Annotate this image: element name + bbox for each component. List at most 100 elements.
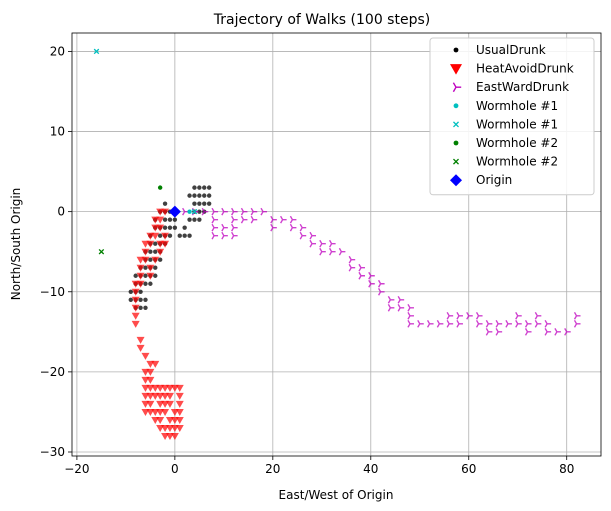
data-point bbox=[153, 249, 158, 254]
data-point bbox=[387, 295, 395, 304]
y-axis-label: North/South Origin bbox=[9, 188, 23, 301]
data-point bbox=[151, 392, 160, 400]
legend-marker bbox=[452, 82, 462, 93]
data-point bbox=[397, 303, 405, 312]
data-point bbox=[407, 303, 414, 312]
data-point bbox=[187, 217, 192, 222]
series-6 bbox=[98, 248, 105, 255]
data-point bbox=[143, 305, 148, 310]
data-point bbox=[153, 273, 158, 278]
data-point bbox=[397, 295, 405, 304]
y-tick-label: −20 bbox=[40, 365, 65, 379]
legend-label: Wormhole #2 bbox=[476, 155, 558, 169]
data-point bbox=[192, 201, 197, 206]
data-point bbox=[131, 304, 140, 312]
data-point bbox=[136, 256, 145, 264]
data-point bbox=[231, 223, 238, 232]
data-point bbox=[161, 232, 170, 240]
data-point bbox=[202, 201, 207, 206]
data-point bbox=[167, 217, 173, 222]
data-point bbox=[231, 207, 238, 216]
data-point bbox=[138, 297, 143, 302]
data-point bbox=[156, 240, 165, 248]
legend-label: Wormhole #2 bbox=[476, 136, 558, 150]
legend-label: Wormhole #1 bbox=[476, 99, 558, 113]
data-point bbox=[485, 319, 493, 328]
data-point bbox=[162, 225, 168, 230]
data-point bbox=[407, 319, 414, 328]
x-tick-label: 40 bbox=[363, 462, 378, 476]
data-point bbox=[141, 376, 150, 384]
data-point bbox=[319, 239, 326, 248]
data-point bbox=[148, 281, 153, 286]
series-7 bbox=[168, 205, 181, 218]
data-point bbox=[197, 193, 202, 198]
data-point bbox=[167, 225, 173, 230]
data-point bbox=[260, 207, 268, 216]
data-point bbox=[151, 360, 160, 368]
data-point bbox=[240, 207, 248, 216]
data-point bbox=[573, 311, 581, 320]
data-point bbox=[157, 257, 163, 262]
data-point bbox=[211, 215, 219, 224]
data-point bbox=[151, 216, 160, 224]
data-point bbox=[156, 424, 165, 432]
data-point bbox=[206, 193, 212, 198]
data-point bbox=[136, 336, 145, 344]
data-point bbox=[146, 272, 155, 280]
data-point bbox=[456, 319, 463, 328]
data-point bbox=[505, 319, 512, 328]
plot-frame bbox=[71, 32, 602, 457]
data-point bbox=[456, 311, 463, 320]
legend-marker bbox=[453, 47, 459, 53]
data-point bbox=[182, 233, 187, 238]
data-point bbox=[554, 327, 561, 336]
data-point bbox=[146, 264, 155, 272]
data-point bbox=[146, 232, 155, 240]
data-point bbox=[211, 231, 219, 240]
legend-marker bbox=[450, 64, 462, 75]
data-point bbox=[211, 207, 219, 216]
data-point bbox=[153, 265, 158, 270]
data-point bbox=[156, 400, 165, 408]
data-point bbox=[93, 48, 100, 55]
data-point bbox=[348, 263, 356, 272]
ticks: −20 0 20 40 60 80 −30 −20 −10 0 10 20 bbox=[40, 44, 575, 476]
legend-marker bbox=[450, 174, 462, 187]
data-point bbox=[143, 281, 148, 286]
data-point bbox=[206, 185, 212, 190]
data-point bbox=[270, 215, 277, 224]
legend-label: Wormhole #1 bbox=[476, 117, 558, 131]
data-point bbox=[201, 207, 209, 216]
data-point bbox=[187, 209, 192, 214]
data-point bbox=[515, 311, 522, 320]
legend-marker bbox=[453, 103, 459, 109]
data-point bbox=[328, 239, 336, 248]
data-point bbox=[170, 416, 179, 424]
data-point bbox=[187, 193, 192, 198]
data-point bbox=[250, 215, 258, 224]
data-point bbox=[202, 193, 207, 198]
data-point bbox=[153, 241, 158, 246]
legend-marker bbox=[453, 158, 459, 165]
data-point bbox=[131, 312, 140, 320]
data-point bbox=[136, 272, 145, 280]
data-point bbox=[328, 247, 336, 256]
data-point bbox=[221, 231, 228, 240]
series-3 bbox=[187, 209, 192, 214]
data-point bbox=[131, 320, 140, 328]
data-point bbox=[309, 239, 317, 248]
data-point bbox=[182, 225, 187, 230]
data-point bbox=[161, 432, 170, 440]
legend-label: HeatAvoidDrunk bbox=[476, 62, 574, 76]
data-point bbox=[446, 311, 454, 320]
data-point bbox=[141, 240, 150, 248]
data-point bbox=[475, 311, 483, 320]
y-tick-label: 20 bbox=[50, 44, 65, 58]
data-point bbox=[564, 327, 571, 336]
data-point bbox=[170, 408, 179, 416]
data-point bbox=[515, 319, 522, 328]
legend-label: EastWardDrunk bbox=[476, 80, 569, 94]
data-point bbox=[131, 296, 140, 304]
data-point bbox=[175, 384, 184, 392]
